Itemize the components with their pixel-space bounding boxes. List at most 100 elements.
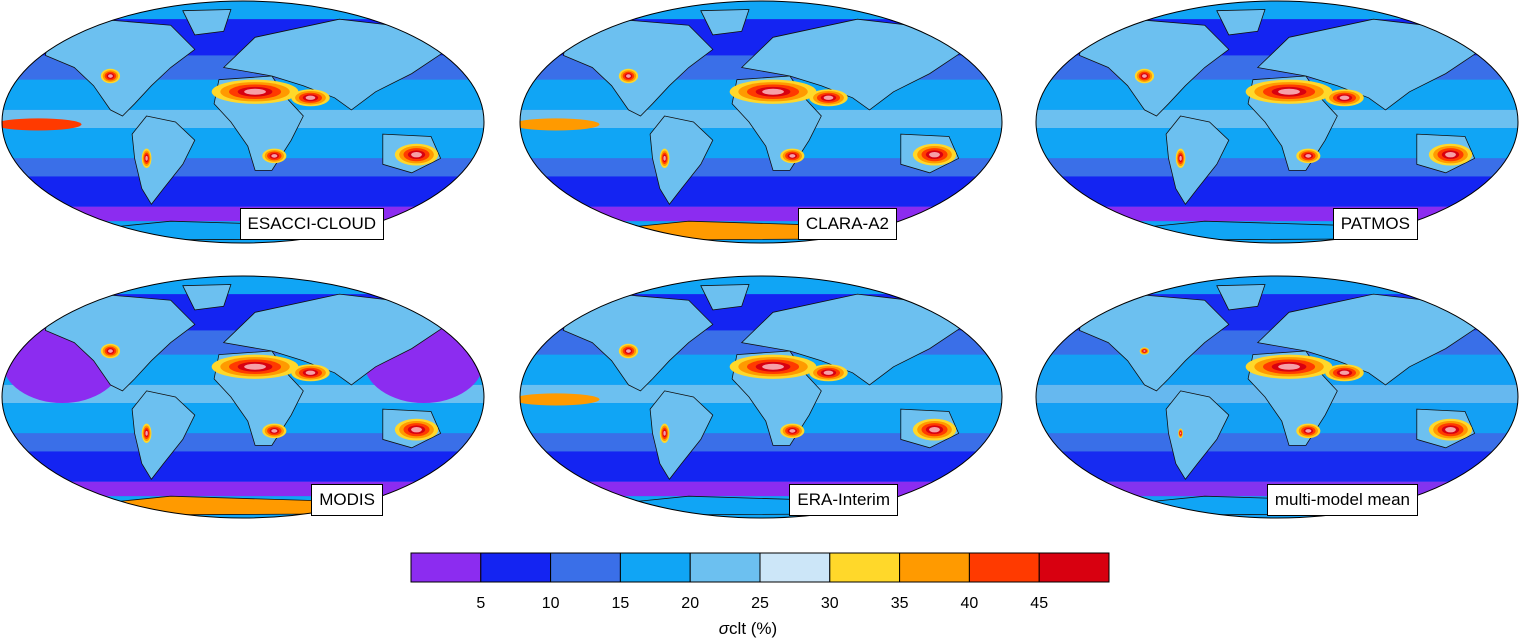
latitude-band [520, 433, 1002, 452]
variance-contour [108, 74, 113, 78]
continent-namerica [44, 293, 196, 392]
continent-samerica [131, 115, 196, 206]
variance-contour [244, 363, 266, 370]
colorbar-box [550, 552, 621, 583]
continent-antarctica [25, 495, 460, 516]
continent-samerica [1165, 115, 1230, 206]
variance-contour [411, 151, 422, 158]
latitude-band [2, 176, 484, 207]
map-frame [1035, 275, 1519, 519]
colorbar-box [689, 552, 761, 583]
colorbar-tick-label: 30 [821, 595, 839, 612]
latitude-band [2, 1, 484, 20]
colorbar-box [899, 552, 970, 583]
map-frame [519, 0, 1003, 244]
colorbar-title: σclt (%) [719, 619, 777, 638]
colorbar-tick-label: 40 [961, 595, 979, 612]
variance-contour [823, 95, 834, 100]
latitude-band [520, 1, 1002, 20]
latitude-band [2, 276, 484, 295]
colorbar-tick-label: 35 [891, 595, 909, 612]
colorbar-title-symbol: σ [719, 619, 730, 638]
variance-contour [305, 370, 316, 375]
map-panel [1035, 275, 1519, 519]
variance-contour [1305, 154, 1312, 158]
colorbar-box [619, 552, 691, 583]
variance-contour [789, 154, 796, 158]
panel-label: CLARA-A2 [797, 208, 897, 240]
latitude-band [1036, 1, 1518, 20]
map-frame [1035, 0, 1519, 244]
variance-contour [663, 430, 666, 436]
variance-contour [1445, 426, 1456, 433]
colorbar-box [968, 552, 1040, 583]
map-frame [519, 275, 1003, 519]
latitude-band [1036, 158, 1518, 177]
latitude-band [520, 451, 1002, 482]
latitude-band [1036, 176, 1518, 207]
continent-eurasia [1256, 18, 1483, 111]
continent-greenland [700, 284, 750, 311]
variance-contour [1142, 74, 1147, 78]
panel-label: multi-model mean [1266, 484, 1418, 516]
pacific-hotspot [520, 118, 600, 131]
variance-contour [108, 349, 113, 353]
continent-greenland [1216, 9, 1266, 36]
map-frame [1, 0, 485, 244]
continent-greenland [1216, 284, 1266, 311]
variance-contour [626, 74, 631, 78]
colorbar-box [480, 552, 552, 583]
latitude-band [520, 158, 1002, 177]
variance-contour [1179, 155, 1182, 161]
pacific-hotspot [520, 393, 600, 406]
continent-greenland [182, 9, 232, 36]
variance-contour [1445, 151, 1456, 158]
latitude-band [1036, 276, 1518, 295]
latitude-band [2, 451, 484, 482]
colorbar-tick-label: 15 [612, 595, 630, 612]
continent-namerica [562, 293, 714, 392]
variance-contour [626, 349, 631, 353]
variance-contour [411, 426, 422, 433]
continent-antarctica [543, 495, 978, 516]
colorbar: 5 10 15 20 25 30 35 40 45 σclt (%) [410, 552, 1110, 638]
latitude-band [520, 276, 1002, 295]
continent-samerica [131, 390, 196, 481]
map-panels [1, 0, 1519, 519]
variance-contour [1305, 429, 1312, 433]
continent-namerica [44, 18, 196, 117]
continent-eurasia [1256, 293, 1483, 386]
variance-contour [271, 154, 278, 158]
continent-eurasia [222, 293, 449, 386]
continent-greenland [182, 284, 232, 311]
map-panel [1035, 0, 1519, 244]
continent-samerica [649, 390, 714, 481]
continent-namerica [1078, 18, 1230, 117]
colorbar-box [759, 552, 831, 583]
colorbar-box [410, 552, 482, 583]
continent-eurasia [740, 18, 967, 111]
latitude-band [2, 433, 484, 452]
map-frame [1, 275, 485, 519]
continent-namerica [562, 18, 714, 117]
latitude-band [520, 176, 1002, 207]
map-panel [519, 275, 1003, 519]
panel-label: PATMOS [1332, 208, 1418, 240]
variance-contour [762, 363, 784, 370]
latitude-band [1036, 451, 1518, 482]
colorbar-box [829, 552, 901, 583]
variance-contour [1278, 363, 1300, 370]
variance-contour [1339, 370, 1350, 375]
panel-label: ESACCI-CLOUD [239, 208, 384, 240]
continent-samerica [649, 115, 714, 206]
colorbar-ticks: 5 10 15 20 25 30 35 40 45 [476, 595, 1048, 612]
colorbar-tick-label: 25 [751, 595, 769, 612]
variance-contour [1278, 88, 1300, 95]
colorbar-tick-label: 10 [542, 595, 560, 612]
continent-greenland [700, 9, 750, 36]
panel-label: MODIS [311, 484, 383, 516]
map-panel [519, 0, 1003, 244]
pacific-hotspot [2, 118, 82, 131]
variance-contour [305, 95, 316, 100]
continent-eurasia [222, 18, 449, 111]
